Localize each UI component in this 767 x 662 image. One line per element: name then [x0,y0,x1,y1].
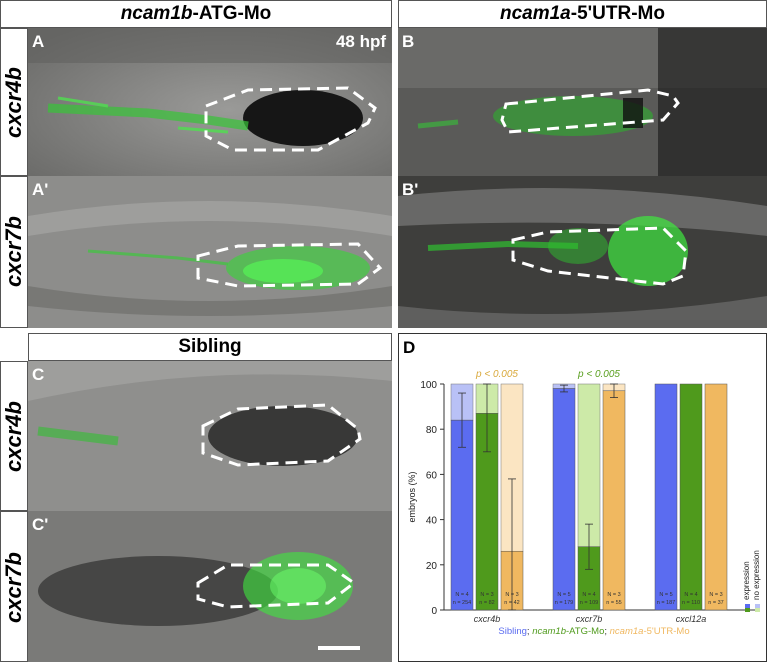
bar-no-expression [577,383,601,547]
condition-legend-part: ncam1a [610,626,644,637]
bar-N: N = 4 [684,592,697,598]
bar-n: n = 82 [479,600,494,606]
panel-a2-image: A' [28,176,392,328]
y-tick-label: 80 [426,425,438,436]
bar-n: n = 179 [555,600,574,606]
rowlabel-cxcr7b-bottom: cxcr7b [1,552,26,623]
panel-c-image: C [28,361,392,511]
panel-label-c: C [32,365,45,384]
y-tick-label: 100 [420,380,437,391]
chart-panel: D 0 20 40 60 80 100 embryos (%) N = 4 n = 254 N =… [398,333,767,662]
bar-N: N = 3 [480,592,493,598]
bar-expression [450,419,474,611]
p-value: p < 0.005 [475,369,518,380]
header-utr: ncam1a-5'UTR-Mo [398,0,767,28]
panel-label-a2: A' [32,180,49,199]
bar-N: N = 3 [709,592,722,598]
rowlabel-cxcr4b-bottom: cxcr4b [1,401,26,472]
group-label: cxcr7b [576,614,603,624]
rowlabel-box-a2 [0,176,28,328]
y-tick-label: 60 [426,470,438,481]
bar-n: n = 254 [453,600,472,606]
scale-bar [318,646,360,650]
condition-legend-part: -5'UTR-Mo [643,626,689,637]
panel-c2-image: C' [28,511,392,662]
panel-label-b: B [402,32,415,51]
bar-n: n = 109 [580,600,599,606]
y-tick-label: 40 [426,516,438,527]
legend-swatch-expression [745,608,750,612]
panel-label-a: A [32,32,45,51]
legend-swatch-no-expression [755,604,760,608]
atg-suffix: -ATG-Mo [192,3,272,24]
condition-legend-part: Sibling [498,626,527,637]
utr-gene: ncam1a [499,3,571,24]
header-sibling: Sibling [28,333,392,361]
bar-expression [552,388,576,611]
bar-N: N = 3 [505,592,518,598]
bar-N: N = 3 [607,592,620,598]
panel-label-d: D [403,338,416,357]
panel-b2-image: B' [398,176,767,328]
sibling-title: Sibling [178,336,242,357]
condition-legend: Sibling; ncam1b-ATG-Mo; ncam1a-5'UTR-Mo [498,626,689,637]
panel-a-image: A 48 hpf [28,28,392,176]
condition-legend-part: ; [527,626,532,637]
bar-n: n = 110 [682,600,700,606]
bar-n: n = 42 [504,600,519,606]
bar-N: N = 4 [455,592,468,598]
panel-label-b2: B' [402,180,419,199]
bar-n: n = 37 [708,600,723,606]
bar-N: N = 5 [557,592,570,598]
rowlabel-cxcr4b-top: cxcr4b [1,67,26,138]
y-axis-label: embryos (%) [407,471,417,522]
legend-expression: expression [742,561,751,600]
bar-expression [704,383,728,611]
group-label: cxcr4b [474,614,501,624]
bar-expression [654,383,678,611]
condition-legend-part: -ATG-Mo [566,626,604,637]
bar-N: N = 5 [659,592,672,598]
bar-N: N = 4 [582,592,595,598]
condition-legend-part: ; [604,626,609,637]
legend-no-expression: no expression [752,550,761,600]
header-atg: ncam1b-ATG-Mo [0,0,392,28]
utr-suffix: -5'UTR-Mo [570,3,665,24]
rowlabel-box-c2 [0,511,28,662]
chart-svg: 0 20 40 60 80 100 embryos (%) N = 4 n = 254 N = 3… [407,369,761,637]
panel-label-c2: C' [32,515,49,534]
rowlabel-box-c [0,361,28,511]
rowlabel-cxcr7b-top: cxcr7b [1,216,26,287]
panel-b-image: B [398,28,767,176]
y-tick-label: 0 [431,606,437,617]
legend-swatch-no-expression [755,608,760,612]
condition-legend-part: ncam1b [532,626,566,637]
p-value: p < 0.005 [577,369,620,380]
group-label: cxcl12a [676,614,707,624]
bar-n: n = 187 [657,600,676,606]
legend-swatch-expression [745,604,750,608]
rowlabel-box-a [0,28,28,176]
y-tick-label: 20 [426,561,438,572]
atg-gene: ncam1b [120,3,193,24]
bar-expression [602,390,626,611]
bar-expression [679,383,703,611]
bar-n: n = 55 [606,600,621,606]
stage-label: 48 hpf [335,32,386,51]
